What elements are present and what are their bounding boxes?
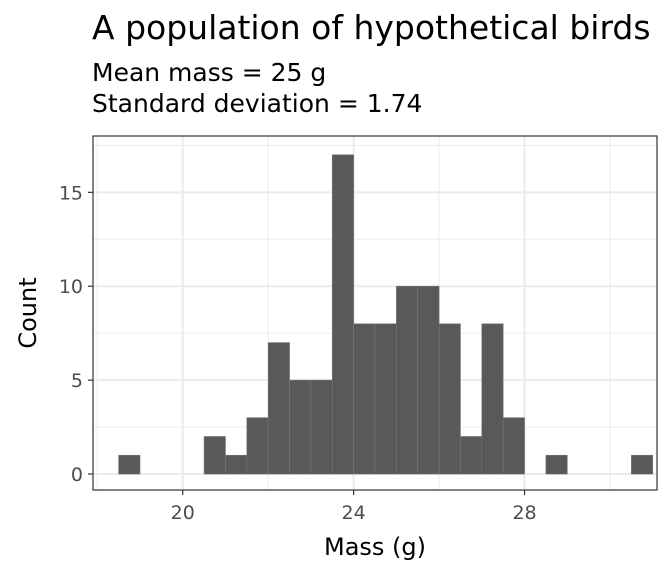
x-tick-label: 20 (171, 502, 195, 524)
panel-border (92, 135, 658, 491)
histogram-bar (374, 323, 397, 475)
histogram-bar (353, 323, 376, 475)
histogram-bar (396, 285, 419, 475)
histogram-bar (502, 417, 525, 475)
histogram-bar (118, 454, 141, 475)
histogram-bar (310, 379, 333, 475)
histogram-bar (246, 417, 269, 475)
histogram-bar (631, 454, 654, 475)
y-tick-label: 10 (59, 276, 83, 298)
histogram-bar (267, 342, 290, 475)
chart-title: A population of hypothetical birds (92, 8, 651, 47)
histogram-bar (225, 454, 248, 475)
histogram-bar (289, 379, 312, 475)
chart-subtitle-mean: Mean mass = 25 g (92, 58, 327, 87)
histogram-bar (481, 323, 504, 475)
x-tick-label: 28 (512, 502, 536, 524)
histogram-bar (545, 454, 568, 475)
x-axis-title: Mass (g) (324, 533, 426, 561)
y-tick-label: 15 (59, 182, 83, 204)
histogram-bar (203, 436, 226, 475)
y-axis-title: Count (14, 277, 42, 348)
x-tick-label: 24 (342, 502, 366, 524)
histogram-bar (460, 436, 483, 475)
histogram-bar (331, 154, 354, 475)
y-tick-label: 0 (71, 464, 83, 486)
chart-subtitle-sd: Standard deviation = 1.74 (92, 89, 423, 118)
histogram-bar (417, 285, 440, 475)
y-tick-label: 5 (71, 370, 83, 392)
histogram-bar (438, 323, 461, 475)
